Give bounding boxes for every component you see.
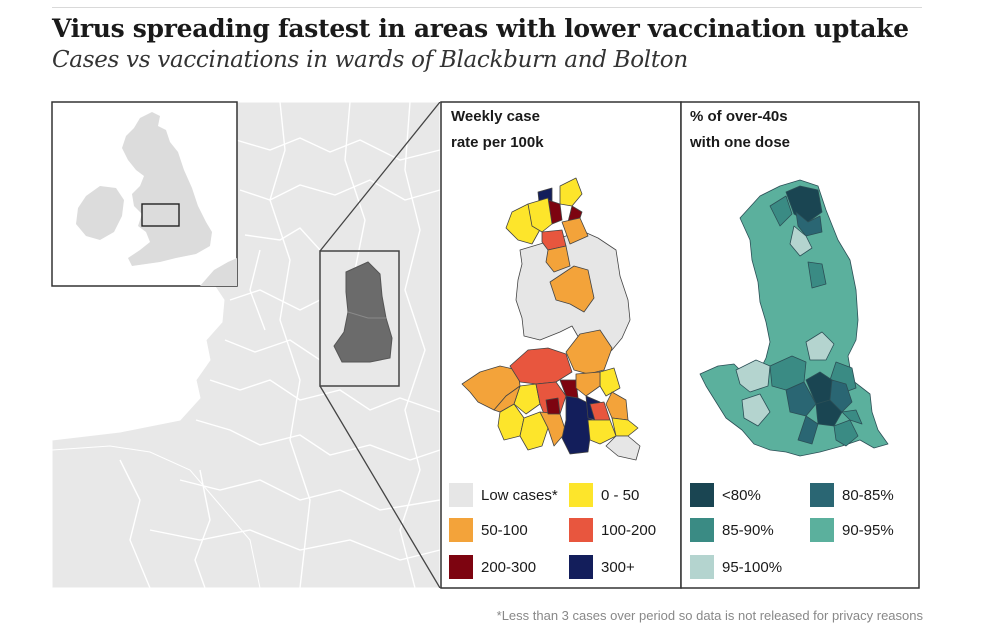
legend-swatch	[690, 483, 714, 507]
vax-ward-west-light	[735, 359, 771, 393]
legend-item-85-90: 85-90%	[690, 517, 774, 543]
zoom-box	[319, 250, 400, 387]
legend-label: Low cases*	[481, 486, 558, 504]
ward-south-orange-2	[565, 329, 613, 375]
vax-ward-south-8590-3	[833, 419, 859, 447]
page-title: Virus spreading fastest in areas with lo…	[52, 14, 909, 43]
legend-item-low-cases: Low cases*	[449, 482, 558, 508]
vax-ward-south-8085-3	[797, 415, 819, 445]
cases-title-line1: Weekly case	[451, 108, 540, 125]
ward-south-yellow-6	[611, 417, 639, 437]
legend-swatch	[690, 555, 714, 579]
ward-south-orange-6	[575, 371, 601, 397]
vaccination-panel-title: % of over-40s with one dose	[690, 104, 790, 156]
locator-box	[141, 203, 180, 227]
legend-swatch	[810, 483, 834, 507]
legend-label: 50-100	[481, 521, 528, 539]
legend-item-100-200: 100-200	[569, 517, 656, 543]
legend-label: 85-90%	[722, 521, 774, 539]
legend-label: 0 - 50	[601, 486, 640, 504]
cases-panel-title: Weekly case rate per 100k	[451, 104, 544, 156]
vax-ward-north-8085	[795, 211, 823, 237]
legend-item-95-100: 95-100%	[690, 554, 782, 580]
legend-swatch	[449, 518, 473, 542]
estuary	[52, 392, 186, 440]
vax-ward-south-8085-1	[785, 381, 817, 417]
legend-item-50-100: 50-100	[449, 517, 528, 543]
cases-ward-map	[461, 177, 641, 461]
legend-item-200-300: 200-300	[449, 554, 536, 580]
legend-item-300-plus: 300+	[569, 554, 635, 580]
admin-boundaries	[119, 102, 441, 588]
vaccination-ward-map	[699, 179, 889, 457]
legend-label: 80-85%	[842, 486, 894, 504]
vax-title-line1: % of over-40s	[690, 108, 788, 125]
page-subtitle: Cases vs vaccinations in wards of Blackb…	[52, 47, 688, 73]
uk-locator-inset	[51, 101, 238, 287]
zoom-line-bottom	[319, 385, 441, 588]
ward-north-orange-1	[561, 217, 589, 245]
legend-label: <80%	[722, 486, 761, 504]
legend-item-0-50: 0 - 50	[569, 482, 639, 508]
ward-south-maroon-2	[545, 397, 561, 415]
legend-item-90-95: 90-95%	[810, 517, 894, 543]
legend-item-under-80: <80%	[690, 482, 761, 508]
top-rule	[52, 7, 922, 8]
legend-swatch	[449, 483, 473, 507]
ward-south-red-1	[509, 347, 573, 385]
legend-label: 200-300	[481, 558, 537, 576]
vax-ward-north-dark	[785, 185, 823, 223]
ward-south-navy-1	[561, 395, 593, 455]
legend-swatch	[449, 555, 473, 579]
vax-ward-sw-light	[741, 393, 771, 427]
legend-label: 90-95%	[842, 521, 894, 539]
highlight-divider	[347, 311, 386, 319]
legend-swatch	[569, 483, 593, 507]
cases-title-line2: rate per 100k	[451, 134, 544, 151]
ward-se-low	[605, 435, 641, 461]
ward-south-yellow-5	[587, 419, 617, 445]
vax-ward-south-8085-2	[829, 379, 853, 413]
vax-title-line2: with one dose	[690, 134, 791, 151]
great-britain-shape	[122, 112, 212, 266]
legend-label: 100-200	[601, 521, 657, 539]
ireland-shape	[76, 186, 124, 240]
ward-south-orange-3	[493, 385, 521, 413]
legend-swatch	[569, 518, 593, 542]
vax-ward-south-8590-4	[841, 409, 863, 425]
ward-north-yellow-2	[559, 177, 583, 207]
france-shape	[200, 258, 237, 286]
zoom-line-top	[319, 102, 441, 252]
highlight-region	[333, 261, 393, 363]
ward-mid-orange	[549, 265, 595, 313]
legend-label: 95-100%	[722, 558, 783, 576]
ward-north-orange-2	[545, 245, 571, 273]
vax-ward-north-light	[789, 225, 813, 257]
footnote: *Less than 3 cases over period so data i…	[496, 608, 923, 623]
legend-item-80-85: 80-85%	[810, 482, 894, 508]
legend-label: 300+	[601, 558, 635, 576]
legend-swatch	[690, 518, 714, 542]
legend-swatch	[569, 555, 593, 579]
vax-ward-mid-light	[805, 331, 835, 361]
vax-ward-mid-8590	[807, 261, 827, 289]
vax-ward-south-dark-2	[815, 399, 843, 427]
cases-panel-frame	[440, 101, 682, 589]
vax-ward-north-8590	[769, 195, 793, 227]
legend-swatch	[810, 518, 834, 542]
wales-land	[52, 445, 261, 588]
ward-north-yellow-3	[527, 197, 553, 233]
